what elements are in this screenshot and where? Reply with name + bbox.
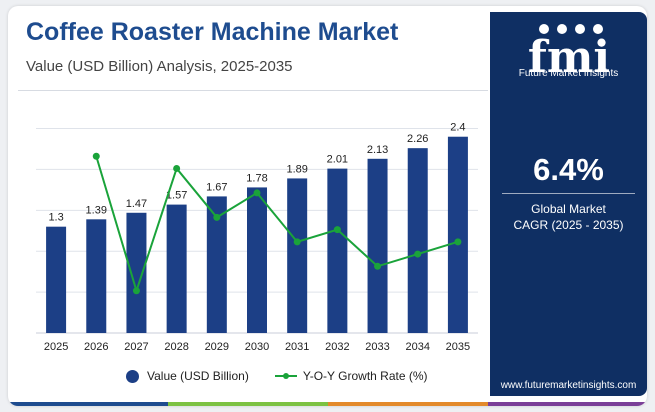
x-tick-label: 2035: [446, 341, 470, 353]
chart-title: Coffee Roaster Machine Market: [26, 18, 399, 46]
x-tick-label: 2032: [325, 341, 349, 353]
x-tick-label: 2030: [245, 341, 269, 353]
cagr-label-line2: CAGR (2025 - 2035): [513, 218, 624, 232]
bar-value-label: 1.78: [246, 172, 267, 184]
bar: [206, 196, 227, 333]
x-tick-label: 2027: [124, 341, 148, 353]
chart-subtitle: Value (USD Billion) Analysis, 2025-2035: [26, 58, 293, 75]
brand-stripe-blue: [8, 402, 168, 406]
bar-value-label: 1.57: [166, 190, 187, 202]
x-tick-label: 2025: [44, 341, 68, 353]
summary-panel: fmi Future Market Insights 6.4% Global M…: [490, 12, 647, 396]
legend-bar-label: Value (USD Billion): [147, 369, 249, 383]
bar: [327, 168, 348, 333]
bar-value-label: 2.26: [407, 133, 428, 145]
bar: [126, 212, 147, 333]
brand-stripe-purple: [488, 402, 647, 406]
website-link[interactable]: www.futuremarketinsights.com: [500, 380, 637, 391]
bar-value-label: 1.39: [86, 204, 107, 216]
header-divider: [18, 90, 488, 91]
logo-caption: Future Market Insights: [518, 68, 619, 79]
growth-point: [333, 226, 341, 234]
bar-value-label: 2.4: [450, 122, 465, 134]
x-tick-label: 2028: [164, 341, 188, 353]
bar: [247, 187, 267, 333]
brand-stripe-orange: [328, 402, 488, 406]
growth-point: [374, 262, 382, 270]
cagr-label-line1: Global Market: [531, 202, 606, 216]
bar: [287, 178, 308, 333]
logo-letters: fmi: [528, 32, 610, 83]
x-tick-label: 2033: [365, 341, 389, 353]
bar-value-label: 1.47: [126, 198, 147, 210]
bar-value-label: 1.89: [286, 163, 307, 175]
legend-line-label: Y-O-Y Growth Rate (%): [302, 369, 428, 383]
bar: [46, 226, 67, 333]
bar: [166, 204, 187, 333]
chart-plot: 1.3 2025 1.39 2026 1.47 2027 1.57 2028 1.67 2029 1…: [36, 122, 478, 353]
chart-card: Coffee Roaster Machine Market Value (USD…: [8, 6, 647, 406]
bar-value-label: 2.13: [367, 144, 388, 156]
growth-point: [414, 250, 422, 258]
growth-point: [293, 238, 301, 246]
brand-stripe-green: [168, 402, 328, 406]
legend-bar-swatch: [126, 369, 139, 383]
growth-point: [454, 238, 462, 246]
cagr-divider: [502, 193, 635, 194]
bar-value-label: 1.3: [48, 212, 63, 224]
cagr-label: Global Market CAGR (2025 - 2035): [490, 201, 647, 233]
bar-value-label: 1.67: [206, 181, 227, 193]
growth-point: [253, 189, 261, 197]
growth-point: [132, 287, 140, 295]
growth-point: [92, 152, 100, 160]
bar: [407, 148, 428, 333]
bar: [447, 136, 468, 333]
x-tick-label: 2034: [405, 341, 429, 353]
bar: [367, 158, 388, 333]
legend-line-swatch: [274, 373, 297, 379]
fmi-logo: fmi: [528, 24, 610, 83]
growth-line: [95, 155, 459, 295]
x-tick-label: 2026: [84, 341, 108, 353]
bar: [86, 219, 107, 333]
x-tick-label: 2029: [205, 341, 229, 353]
growth-point: [213, 213, 221, 221]
cagr-value: 6.4%: [533, 152, 604, 187]
x-tick-label: 2031: [285, 341, 309, 353]
bar-value-label: 2.01: [327, 154, 348, 166]
chart-legend: Value (USD Billion) Y-O-Y Growth Rate (%…: [126, 369, 428, 383]
growth-point: [173, 164, 181, 172]
